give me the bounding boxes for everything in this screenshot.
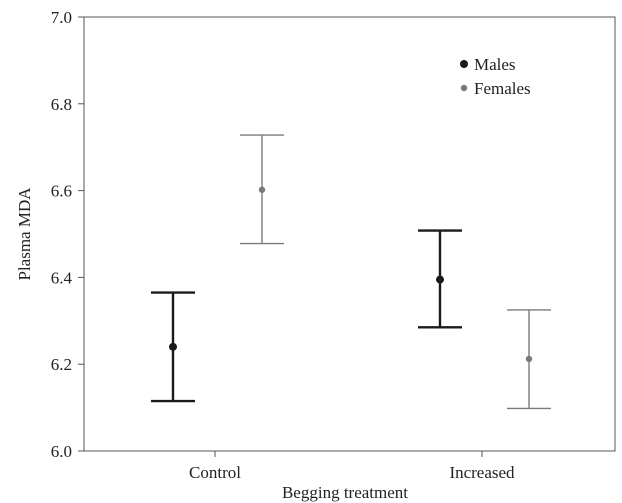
x-tick-label: Control xyxy=(189,463,241,482)
y-tick-label: 6.0 xyxy=(51,442,72,461)
x-tick-label: Increased xyxy=(449,463,515,482)
legend-label: Females xyxy=(474,79,531,98)
data-point xyxy=(436,275,444,284)
y-axis: 6.0 6.2 6.4 6.6 6.8 7.0 xyxy=(51,8,84,461)
plot-area xyxy=(151,134,551,410)
y-axis-title: Plasma MDA xyxy=(15,187,34,281)
data-point xyxy=(169,342,177,351)
y-tick-label: 6.6 xyxy=(51,182,72,201)
legend-marker xyxy=(460,84,468,92)
data-point xyxy=(525,355,533,363)
legend: Males Females xyxy=(460,55,531,98)
y-tick-label: 6.8 xyxy=(51,95,72,114)
data-point xyxy=(258,186,266,193)
legend-marker xyxy=(460,60,468,68)
legend-label: Males xyxy=(474,55,516,74)
y-tick-label: 7.0 xyxy=(51,8,72,27)
x-axis: Control Increased xyxy=(189,451,515,482)
y-tick-label: 6.4 xyxy=(51,268,73,287)
y-tick-label: 6.2 xyxy=(51,355,72,374)
x-axis-title: Begging treatment xyxy=(282,483,408,502)
plot-frame xyxy=(83,16,616,452)
